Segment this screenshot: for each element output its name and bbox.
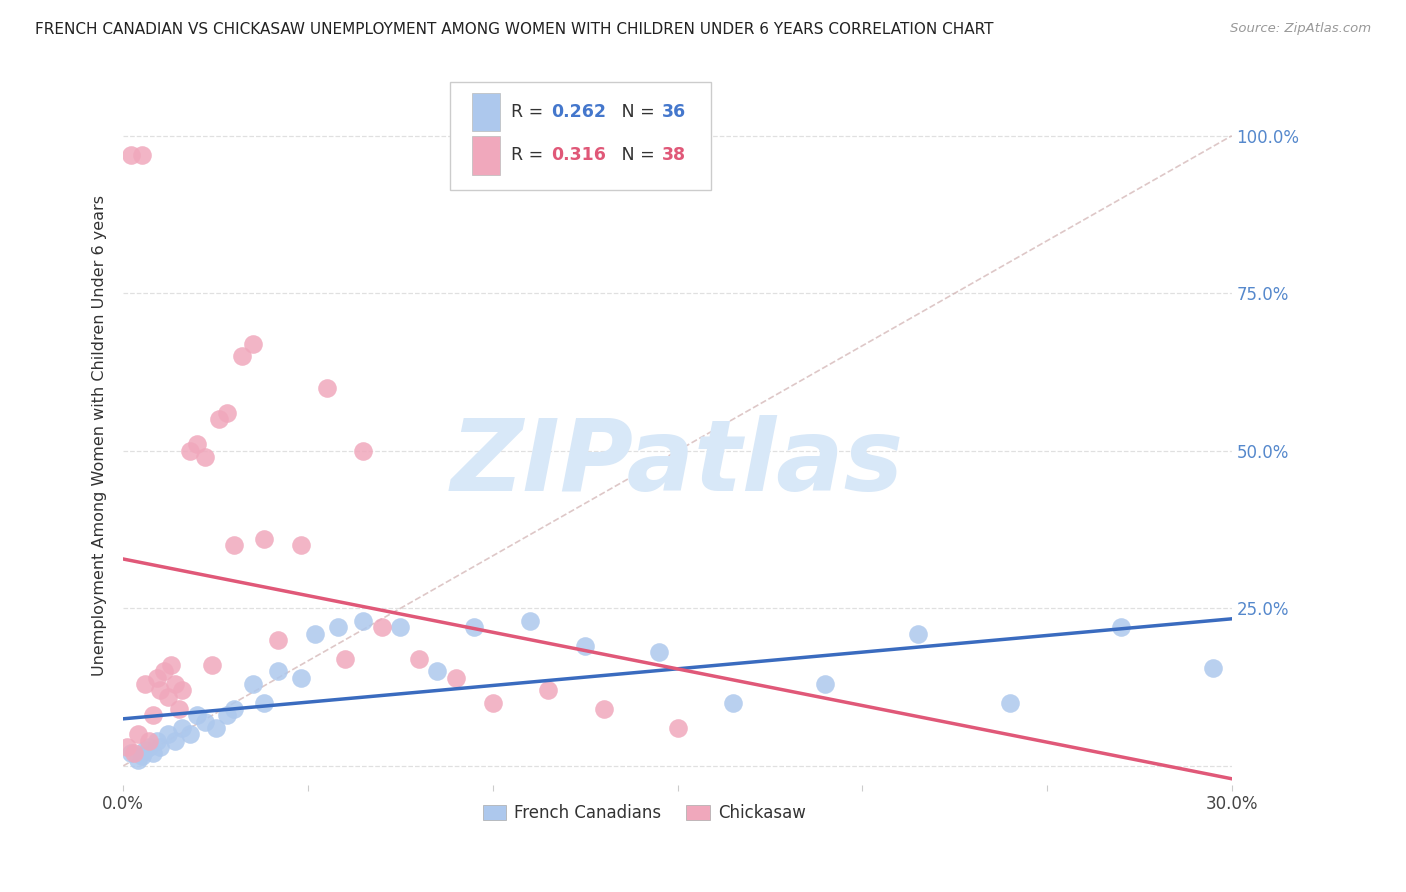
Point: [131, 147, 153, 161]
Text: 36: 36: [662, 103, 686, 121]
Point: [115, 739, 138, 754]
Point: [290, 538, 312, 552]
FancyBboxPatch shape: [450, 82, 711, 190]
Point: [444, 671, 467, 685]
Y-axis label: Unemployment Among Women with Children Under 6 years: Unemployment Among Women with Children U…: [93, 194, 107, 675]
Text: R =: R =: [512, 103, 548, 121]
Point: [201, 658, 224, 673]
Point: [138, 739, 160, 754]
Text: N =: N =: [606, 103, 661, 121]
Point: [163, 677, 186, 691]
Point: [179, 727, 201, 741]
Point: [1202, 661, 1225, 675]
Point: [215, 406, 238, 420]
Point: [138, 733, 160, 747]
Point: [304, 626, 326, 640]
Text: Source: ZipAtlas.com: Source: ZipAtlas.com: [1230, 22, 1371, 36]
Point: [253, 696, 276, 710]
Point: [574, 639, 596, 653]
Point: [267, 632, 290, 647]
Point: [145, 671, 167, 685]
Point: [167, 702, 190, 716]
Text: 38: 38: [662, 146, 686, 164]
Point: [648, 645, 671, 659]
Point: [153, 665, 176, 679]
Point: [231, 349, 253, 363]
Point: [149, 683, 172, 698]
Point: [353, 443, 375, 458]
Point: [371, 620, 394, 634]
Point: [290, 671, 312, 685]
Text: 0.262: 0.262: [551, 103, 606, 121]
Point: [315, 381, 337, 395]
Point: [814, 677, 837, 691]
Point: [156, 690, 179, 704]
Point: [186, 708, 208, 723]
Point: [160, 658, 183, 673]
Point: [124, 746, 146, 760]
Point: [998, 696, 1021, 710]
Point: [120, 147, 142, 161]
Point: [179, 443, 201, 458]
Point: [120, 746, 142, 760]
FancyBboxPatch shape: [472, 136, 501, 175]
Point: [163, 733, 186, 747]
Point: [242, 677, 264, 691]
Point: [537, 683, 560, 698]
Text: FRENCH CANADIAN VS CHICKASAW UNEMPLOYMENT AMONG WOMEN WITH CHILDREN UNDER 6 YEAR: FRENCH CANADIAN VS CHICKASAW UNEMPLOYMEN…: [35, 22, 994, 37]
Point: [131, 749, 153, 764]
Point: [134, 677, 156, 691]
Point: [145, 733, 167, 747]
Point: [389, 620, 412, 634]
Point: [204, 721, 226, 735]
Point: [208, 412, 231, 426]
Text: R =: R =: [512, 146, 548, 164]
Point: [172, 721, 194, 735]
Point: [333, 651, 356, 665]
Point: [127, 727, 149, 741]
Point: [267, 665, 290, 679]
Text: ZIPatlas: ZIPatlas: [451, 415, 904, 511]
Point: [142, 746, 165, 760]
Point: [519, 614, 541, 628]
Point: [592, 702, 614, 716]
Legend: French Canadians, Chickasaw: French Canadians, Chickasaw: [477, 797, 813, 829]
Point: [194, 450, 217, 464]
Point: [1109, 620, 1132, 634]
Text: 0.316: 0.316: [551, 146, 606, 164]
Point: [149, 739, 172, 754]
Point: [721, 696, 744, 710]
Point: [186, 437, 208, 451]
Point: [481, 696, 503, 710]
Point: [426, 665, 449, 679]
Point: [134, 743, 156, 757]
Point: [194, 714, 217, 729]
Point: [172, 683, 194, 698]
Point: [408, 651, 430, 665]
Point: [156, 727, 179, 741]
Point: [224, 702, 246, 716]
Point: [666, 721, 689, 735]
Point: [253, 532, 276, 546]
Point: [215, 708, 238, 723]
Point: [142, 708, 165, 723]
Text: N =: N =: [606, 146, 661, 164]
Point: [242, 336, 264, 351]
Point: [224, 538, 246, 552]
FancyBboxPatch shape: [472, 93, 501, 131]
Point: [907, 626, 929, 640]
Point: [127, 753, 149, 767]
Point: [353, 614, 375, 628]
Point: [326, 620, 349, 634]
Point: [463, 620, 485, 634]
